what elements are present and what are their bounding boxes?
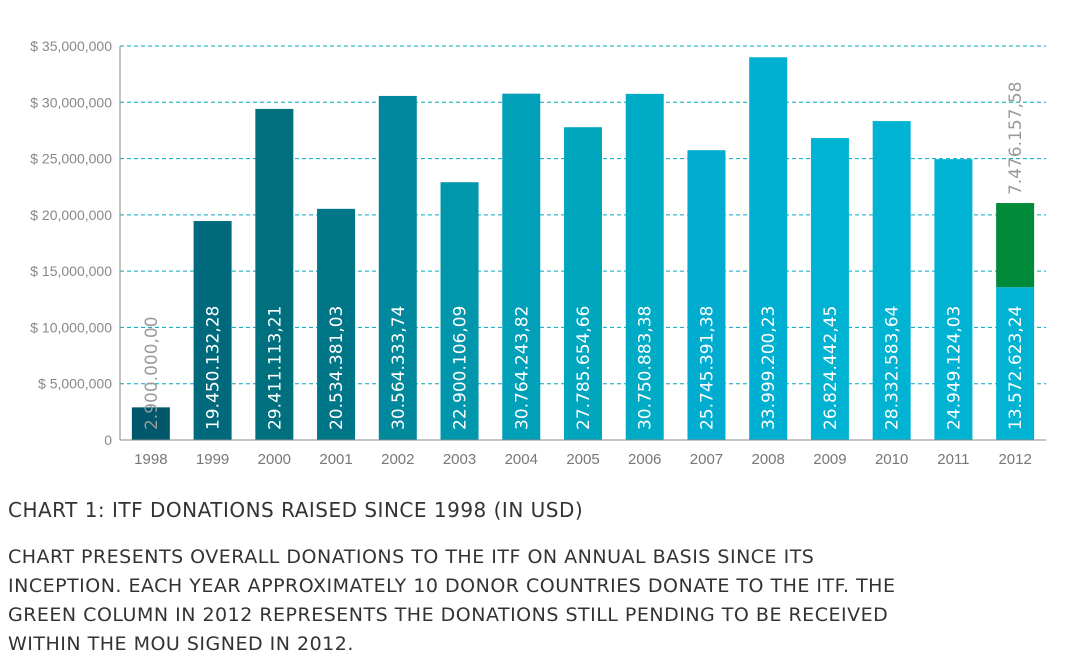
x-tick-label: 2001 — [319, 451, 352, 468]
x-tick-label: 2008 — [752, 451, 785, 468]
pending-bar — [996, 203, 1035, 288]
bar — [378, 95, 417, 441]
bar — [934, 159, 973, 440]
bar — [749, 57, 788, 441]
data-label: 26.824.442,45 — [821, 306, 841, 430]
x-tick-label: 2007 — [690, 451, 723, 468]
bar — [872, 121, 911, 440]
y-tick-label: $ 15,000,000 — [30, 263, 112, 279]
bar — [625, 93, 664, 440]
bar — [687, 150, 726, 440]
y-tick-label: $ 25,000,000 — [30, 151, 112, 167]
x-tick-label: 2003 — [443, 451, 476, 468]
data-label: 19.450.132,28 — [204, 306, 224, 430]
data-label: 30.764.243,82 — [512, 306, 532, 430]
bar — [810, 138, 849, 440]
x-tick-label: 2006 — [628, 451, 661, 468]
data-label: 30.750.883,38 — [636, 306, 656, 430]
y-tick-label: $ 35,000,000 — [30, 38, 112, 54]
bar — [564, 127, 602, 440]
bar — [255, 108, 294, 441]
x-tick-label: 2004 — [505, 451, 538, 468]
data-label: 25.745.391,38 — [697, 306, 717, 430]
y-tick-label: $ 5,000,000 — [38, 376, 112, 392]
data-label: 13.572.623,24 — [1006, 306, 1026, 430]
y-tick-label: $ 20,000,000 — [30, 207, 112, 223]
y-tick-label: $ 10,000,000 — [30, 319, 112, 335]
donations-chart: 0 $ 5,000,000 $ 10,000,000 $ 15,000,000 $ 20… — [30, 38, 1046, 468]
x-tick-label: 2011 — [937, 451, 969, 468]
data-label: 30.564.333,74 — [389, 306, 409, 430]
x-tick-label: 2002 — [381, 451, 414, 468]
data-label: 33.999.200,23 — [759, 306, 779, 430]
data-label: 29.411.113,21 — [265, 306, 285, 430]
y-tick-label: 0 — [104, 432, 112, 448]
data-label: 28.332.583,64 — [883, 306, 903, 430]
data-label: 2.900.000,00 — [142, 316, 162, 430]
x-tick-label: 2010 — [875, 451, 908, 468]
bar — [317, 208, 356, 440]
data-label: 20.534.381,03 — [327, 306, 347, 430]
bar — [193, 221, 232, 440]
bar — [996, 287, 1035, 440]
x-tick-label: 2009 — [813, 451, 846, 468]
bar — [440, 182, 479, 440]
x-tick-label: 1999 — [196, 451, 229, 468]
x-tick-label: 2012 — [998, 451, 1031, 468]
bar — [131, 407, 170, 440]
chart-caption-body: CHART PRESENTS OVERALL DONATIONS TO THE … — [8, 546, 896, 655]
x-tick-label: 1998 — [134, 451, 167, 468]
y-tick-label: $ 30,000,000 — [30, 94, 112, 110]
data-label: 27.785.654,66 — [574, 306, 594, 430]
data-label: 24.949.124,03 — [944, 306, 964, 430]
data-label: 22.900.106,09 — [451, 306, 471, 430]
pending-data-label: 7.476.157,58 — [1006, 81, 1026, 195]
bar — [502, 93, 541, 441]
chart-caption-title: CHART 1: ITF DONATIONS RAISED SINCE 1998… — [8, 498, 584, 522]
x-tick-label: 2000 — [258, 451, 291, 468]
x-tick-label: 2005 — [566, 451, 599, 468]
